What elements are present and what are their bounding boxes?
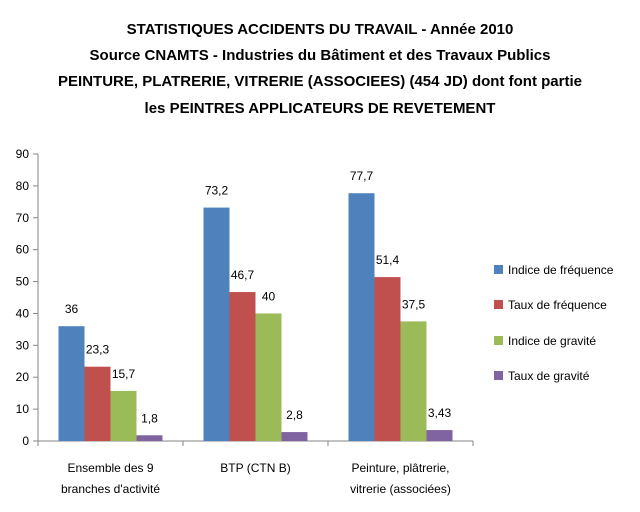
chart-title-line: STATISTIQUES ACCIDENTS DU TRAVAIL - Anné…	[127, 21, 514, 38]
chart-title: STATISTIQUES ACCIDENTS DU TRAVAIL - Anné…	[58, 21, 582, 117]
data-label: 73,2	[205, 184, 229, 198]
legend-swatch	[494, 265, 503, 274]
data-label: 51,4	[376, 253, 400, 267]
y-tick-label: 90	[16, 147, 30, 161]
legend-swatch	[494, 300, 503, 309]
legend-entry: Taux de fréquence	[508, 298, 607, 312]
data-label: 46,7	[231, 268, 255, 282]
data-label: 40	[262, 289, 276, 303]
bar	[203, 207, 230, 441]
bar	[426, 430, 453, 441]
bars	[58, 193, 453, 441]
bar	[348, 193, 375, 441]
data-label: 23,3	[86, 343, 110, 357]
legend: Indice de fréquence Taux de fréquence Indi…	[494, 263, 614, 383]
bar	[58, 326, 85, 441]
y-tick-label: 70	[16, 211, 30, 225]
data-labels: 36 23,315,7 1,8 73,2 46,7 40 2,8 77,7 51,4 37,5 3,…	[65, 169, 452, 425]
chart-title-line: Source CNAMTS - Industries du Bâtiment e…	[90, 47, 551, 64]
bar	[84, 366, 111, 441]
y-tick-labels: 0 10 20 30 40 50 60 70 80 90	[16, 147, 30, 448]
category-label: Ensemble des 9	[67, 461, 153, 475]
category-label: Peinture, plâtrerie,	[351, 461, 449, 475]
y-tick-label: 40	[16, 306, 30, 320]
category-label: branches d'activité	[61, 482, 160, 496]
category-labels: Ensemble des 9 branches d'activité BTP (CT…	[61, 461, 451, 496]
data-label: 15,7	[112, 367, 136, 381]
y-tick-label: 50	[16, 275, 30, 289]
data-label: 77,7	[350, 169, 374, 183]
legend-swatch	[494, 371, 503, 380]
legend-entry: Indice de gravité	[508, 334, 596, 348]
chart-title-line: les PEINTRES APPLICATEURS DE REVETEMENT	[145, 100, 496, 117]
y-tick-label: 0	[22, 434, 29, 448]
data-label: 37,5	[402, 297, 426, 311]
y-tick-label: 80	[16, 179, 30, 193]
bar	[374, 277, 401, 441]
legend-swatch	[494, 336, 503, 345]
bar	[281, 432, 308, 441]
bar	[136, 435, 163, 441]
y-tick-label: 10	[16, 402, 30, 416]
legend-entry: Indice de fréquence	[508, 263, 614, 277]
data-label: 1,8	[141, 411, 158, 425]
y-tick-label: 30	[16, 338, 30, 352]
data-label: 2,8	[286, 408, 303, 422]
bar	[229, 292, 256, 441]
bar	[400, 321, 427, 441]
category-label: BTP (CTN B)	[220, 461, 290, 475]
chart-title-line: PEINTURE, PLATRERIE, VITRERIE (ASSOCIEES…	[58, 73, 582, 90]
y-tick-label: 60	[16, 243, 30, 257]
legend-entry: Taux de gravité	[508, 369, 590, 383]
bar	[255, 313, 282, 441]
data-label: 3,43	[428, 406, 452, 420]
category-label: vitrerie (associées)	[350, 482, 451, 496]
data-label: 36	[65, 302, 79, 316]
y-tick-label: 20	[16, 370, 30, 384]
bar	[110, 390, 137, 441]
